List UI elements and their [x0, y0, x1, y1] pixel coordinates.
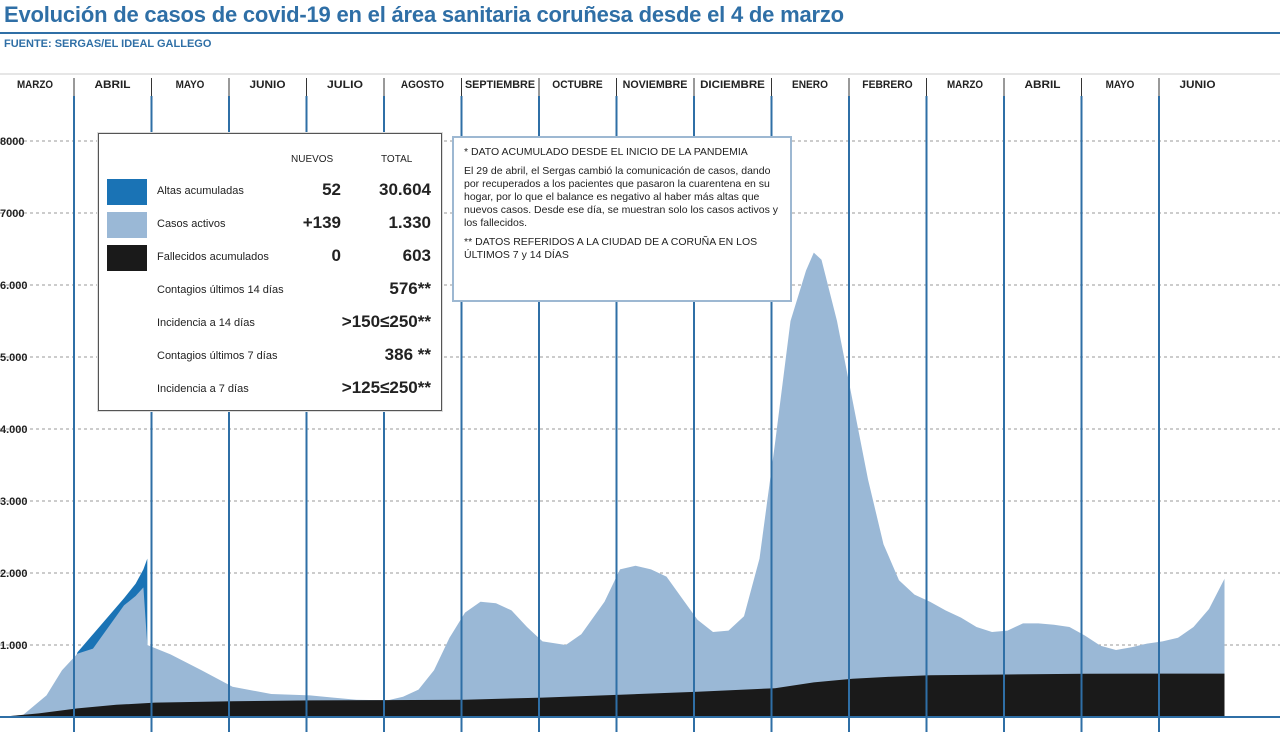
month-label: DICIEMBRE: [700, 79, 765, 91]
month-label: ABRIL: [95, 79, 131, 91]
legend-extra-row: Contagios últimos 14 días 576**: [99, 276, 441, 306]
area-casos-activos: [0, 252, 1225, 717]
legend-swatch-fallecidos: [107, 245, 147, 271]
legend-row-altas: Altas acumuladas 52 30.604: [99, 177, 441, 207]
legend-extra-label: Incidencia a 7 días: [157, 383, 249, 395]
note-cumulative: * DATO ACUMULADO DESDE EL INICIO DE LA P…: [464, 146, 748, 158]
legend-extra-value: >150≤250**: [341, 312, 431, 331]
legend-row-fallecidos: Fallecidos acumulados 0 603: [99, 243, 441, 273]
month-label: SEPTIEMBRE: [465, 79, 535, 91]
month-label: AGOSTO: [401, 79, 445, 91]
legend-label: Fallecidos acumulados: [157, 251, 269, 263]
month-label: JUNIO: [1180, 79, 1216, 91]
month-label: OCTUBRE: [552, 79, 602, 91]
notes-panel: * DATO ACUMULADO DESDE EL INICIO DE LA P…: [452, 136, 792, 302]
legend-col-total: TOTAL: [381, 154, 413, 165]
legend-col-new: NUEVOS: [291, 154, 334, 165]
y-tick-label: 2.000: [0, 568, 28, 580]
y-tick-label: 1.000: [0, 640, 28, 652]
month-labels: MARZO ABRIL MAYO JUNIO JULIO AGOSTO SEPTIEMBRE…: [0, 73, 1280, 91]
legend-total-value: 603: [402, 246, 431, 265]
y-tick-label: 6.000: [0, 280, 28, 292]
month-label: NOVIEMBRE: [623, 79, 688, 91]
legend-new-value: +139: [302, 213, 341, 232]
note-sergas-change: El 29 de abril, el Sergas cambió la comu…: [464, 165, 778, 229]
legend-swatch-activos: [107, 212, 147, 238]
legend-extra-row: Incidencia a 14 días >150≤250**: [99, 309, 441, 339]
legend-extra-row: Contagios últimos 7 días 386 **: [99, 342, 441, 372]
legend-extra-label: Contagios últimos 14 días: [157, 284, 284, 296]
legend-extra-value: >125≤250**: [341, 378, 431, 397]
y-tick-label: 8000: [0, 136, 24, 148]
legend-panel: NUEVOS TOTAL Altas acumuladas 52 30.604 …: [98, 133, 442, 411]
chart-source: FUENTE: SERGAS/EL IDEAL GALLEGO: [4, 38, 212, 50]
legend-extra-row: Incidencia a 7 días >125≤250**: [99, 375, 441, 405]
chart-title: Evolución de casos de covid-19 en el áre…: [4, 2, 844, 27]
month-label: ENERO: [792, 79, 828, 91]
title-rule: [0, 32, 1280, 34]
legend-total-value: 30.604: [379, 180, 431, 199]
legend-label: Casos activos: [157, 218, 226, 230]
legend-extra-label: Contagios últimos 7 días: [157, 350, 278, 362]
legend-total-value: 1.330: [388, 213, 431, 232]
y-tick-label: 4.000: [0, 424, 28, 436]
legend-swatch-altas: [107, 179, 147, 205]
month-label: FEBRERO: [862, 79, 913, 91]
y-tick-label: 3.000: [0, 496, 28, 508]
note-city-data: ** DATOS REFERIDOS A LA CIUDAD DE A CORU…: [464, 236, 758, 261]
legend-new-value: 0: [331, 246, 341, 265]
y-tick-label: 5.000: [0, 352, 28, 364]
month-label: MAYO: [176, 79, 205, 91]
month-label: JULIO: [327, 79, 363, 91]
legend-row-activos: Casos activos +139 1.330: [99, 210, 441, 240]
y-tick-label: 7000: [0, 208, 24, 220]
month-label: MARZO: [947, 79, 983, 91]
legend-extra-label: Incidencia a 14 días: [157, 317, 255, 329]
y-axis-ticks: 1.000 2.000 3.000 4.000 5.000 6.000 7000 8000: [0, 136, 28, 652]
month-label: MARZO: [17, 79, 53, 91]
month-label: MAYO: [1106, 79, 1135, 91]
legend-label: Altas acumuladas: [157, 185, 244, 197]
legend-new-value: 52: [322, 180, 341, 199]
month-label: JUNIO: [250, 79, 286, 91]
month-label: ABRIL: [1025, 79, 1061, 91]
legend-extra-value: 576**: [389, 279, 431, 298]
legend-extra-value: 386 **: [384, 345, 431, 364]
